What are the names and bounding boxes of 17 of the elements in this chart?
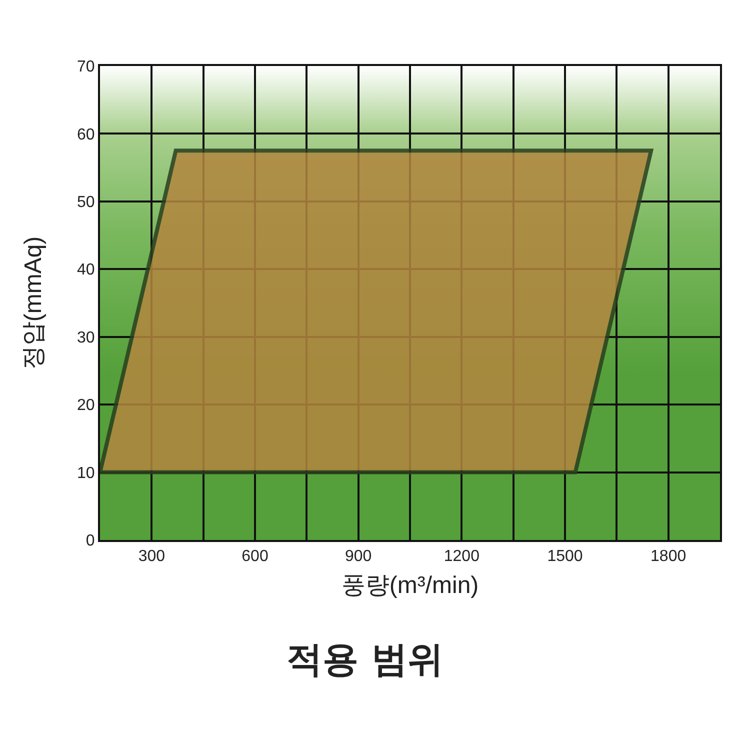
text: 적용 범위: [286, 640, 444, 681]
x-tick-label: 600: [242, 548, 268, 566]
y-tick-label: 10: [77, 464, 95, 482]
y-tick-label: 40: [77, 262, 95, 279]
x-axis-title: 풍량(m³/min): [341, 572, 479, 599]
y-tick-label: 70: [77, 58, 95, 76]
y-tick-label: 20: [77, 397, 95, 414]
y-tick-label: 50: [77, 194, 95, 212]
y-tick-label: 60: [77, 126, 95, 144]
y-tick-label: 0: [86, 532, 95, 550]
y-tick-label: 30: [77, 329, 95, 346]
x-tick-label: 1500: [547, 548, 583, 566]
x-tick-label: 1200: [444, 548, 480, 566]
x-tick-label: 300: [138, 548, 166, 566]
x-tick-label: 900: [344, 548, 372, 566]
x-tick-label: 1800: [650, 548, 686, 566]
y-axis-title: 정압(mmAq): [20, 236, 47, 370]
